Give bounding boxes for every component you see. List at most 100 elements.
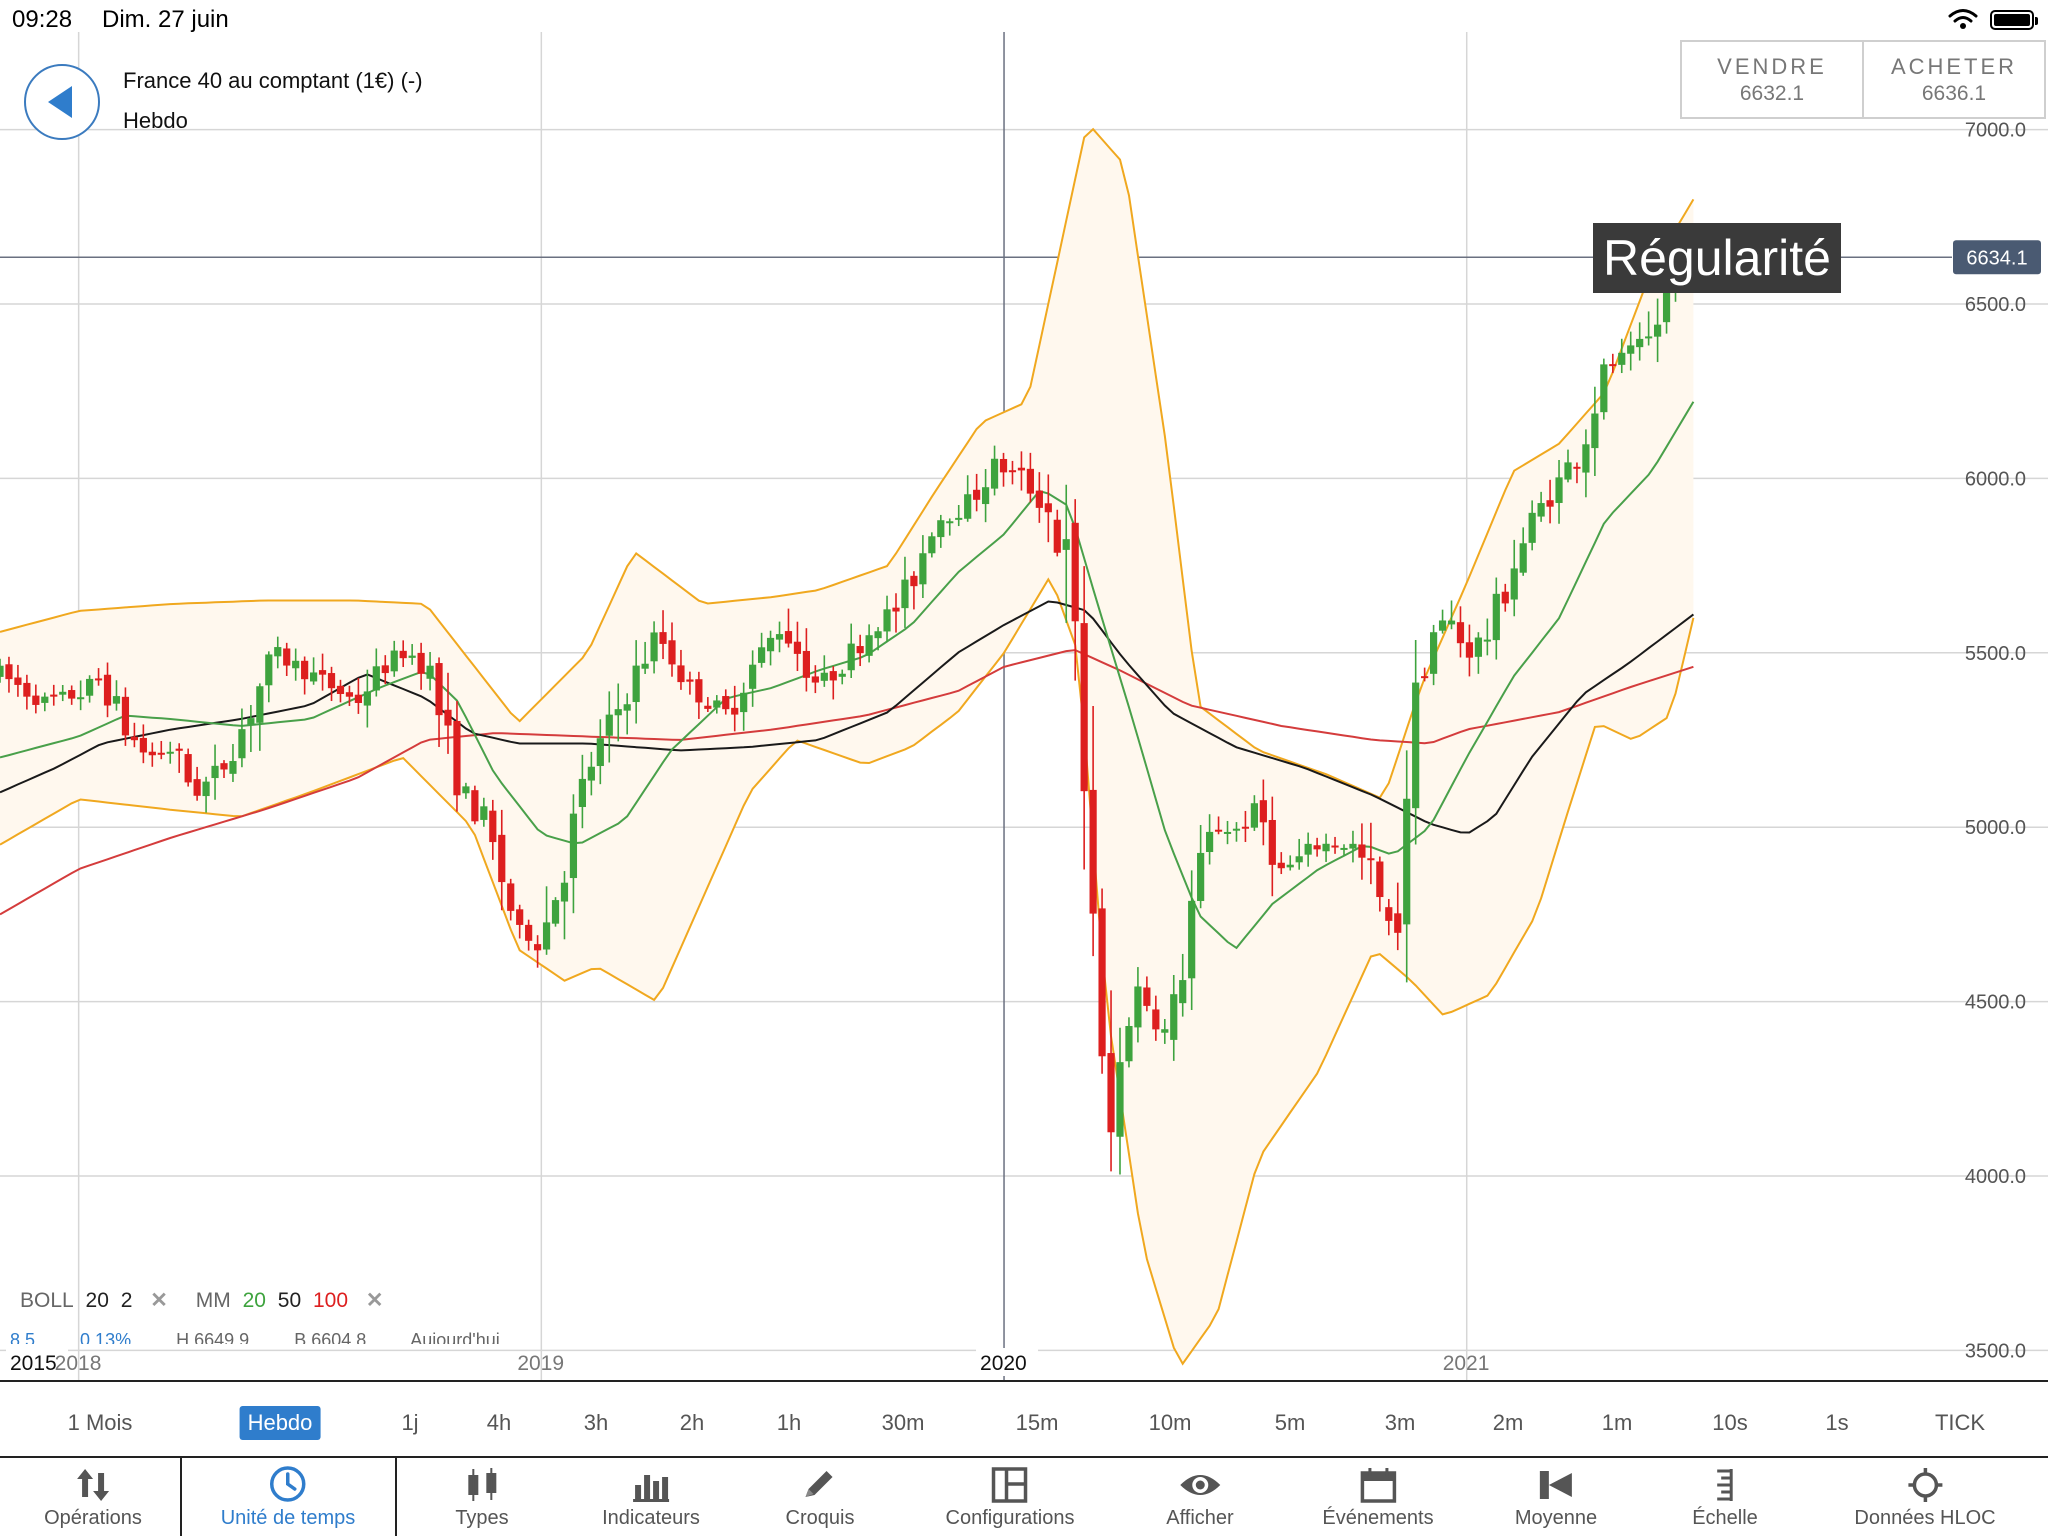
candle-body — [910, 575, 918, 587]
candle-body — [757, 647, 766, 663]
operations-icon — [77, 1469, 109, 1501]
time-unit-button[interactable]: Unité de temps — [220, 1458, 356, 1536]
candle-body — [1483, 639, 1491, 642]
time-unit-3m[interactable]: 3m — [1384, 1410, 1416, 1435]
y-tick-label: 3500.0 — [1965, 1340, 2026, 1362]
candle-body — [50, 694, 58, 697]
ohlc-button[interactable]: Données HLOC — [1854, 1458, 1996, 1536]
display-button[interactable]: Afficher — [1166, 1458, 1234, 1536]
candle-body — [1134, 986, 1142, 1028]
time-unit-label: Unité de temps — [220, 1507, 356, 1529]
remove-boll-icon[interactable]: ✕ — [150, 1289, 168, 1312]
candle-body — [462, 786, 470, 794]
events-button[interactable]: Événements — [1322, 1458, 1434, 1536]
candle-body — [892, 607, 900, 612]
candle-body — [1017, 467, 1026, 471]
candle-body — [551, 900, 560, 924]
time-unit-2m[interactable]: 2m — [1492, 1410, 1524, 1435]
candle-body — [560, 882, 569, 902]
candle-body — [623, 704, 631, 711]
candle-body — [417, 652, 425, 674]
candle-body — [766, 637, 775, 652]
candle-body — [901, 579, 909, 609]
scale-icon — [1716, 1469, 1733, 1501]
time-unit-1j[interactable]: 1j — [401, 1410, 419, 1435]
operations-label: Opérations — [44, 1507, 142, 1529]
candle-body — [1295, 856, 1303, 863]
candle-body — [883, 609, 891, 632]
candle-body — [1026, 468, 1034, 494]
candle-body — [1474, 637, 1482, 657]
candle-body — [1107, 1053, 1115, 1133]
candle-body — [1071, 522, 1079, 622]
back-button[interactable] — [24, 64, 100, 140]
candle-body — [112, 696, 121, 704]
indicators-button[interactable]: Indicateurs — [602, 1458, 700, 1536]
ma-label: MM — [195, 1289, 231, 1312]
candle-body — [525, 924, 533, 941]
candle-body — [1125, 1025, 1133, 1062]
clock-icon — [270, 1466, 306, 1502]
candle-body — [668, 640, 676, 665]
candle-body — [309, 672, 318, 682]
operations-button[interactable]: Opérations — [44, 1458, 142, 1536]
candle-body — [1609, 364, 1617, 367]
time-unit-1h[interactable]: 1h — [776, 1410, 802, 1435]
time-unit-10m[interactable]: 10m — [1148, 1410, 1192, 1435]
candle-body — [354, 694, 362, 703]
candle-body — [408, 655, 416, 658]
candle-body — [865, 635, 873, 656]
candle-body — [596, 738, 604, 767]
candle-body — [41, 696, 49, 703]
candle-body — [677, 665, 685, 683]
candle-body — [1591, 413, 1599, 449]
current-price-label: 6634.1 — [1966, 247, 2027, 269]
average-button[interactable]: Moyenne — [1515, 1458, 1597, 1536]
candle-body — [1492, 593, 1500, 641]
buy-button[interactable]: ACHETER 6636.1 — [1862, 42, 2044, 117]
price-chart[interactable]: 3500.0 4000.0 4500.0 5000.0 5500.0 6000.0 6500… — [0, 32, 2048, 1380]
candle-body — [1394, 913, 1402, 933]
candle-body — [1546, 500, 1554, 507]
candle-body — [1322, 843, 1330, 852]
time-unit-4h[interactable]: 4h — [486, 1410, 512, 1435]
time-unit-1-mois[interactable]: 1 Mois — [67, 1410, 133, 1435]
candle-body — [157, 752, 165, 755]
candle-body — [247, 718, 255, 725]
candle-body — [874, 631, 882, 639]
candle-body — [211, 765, 219, 779]
candle-body — [471, 790, 479, 822]
configurations-button[interactable]: Configurations — [945, 1458, 1075, 1536]
scale-button[interactable]: Échelle — [1692, 1458, 1758, 1536]
time-unit-hebdo[interactable]: Hebdo — [239, 1406, 321, 1440]
time-unit-30m[interactable]: 30m — [881, 1410, 925, 1435]
time-unit-1s[interactable]: 1s — [1825, 1410, 1849, 1435]
candle-body — [946, 521, 954, 524]
ma100-label: 100 — [312, 1289, 349, 1312]
candle-body — [1376, 861, 1384, 898]
candle-body — [327, 673, 336, 689]
time-unit-tick[interactable]: TICK — [1934, 1410, 1986, 1435]
candle-body — [1080, 623, 1088, 792]
configurations-label: Configurations — [945, 1507, 1075, 1529]
time-unit-1m[interactable]: 1m — [1601, 1410, 1633, 1435]
candle-body — [1618, 352, 1626, 365]
candle-body — [516, 909, 524, 925]
remove-ma-icon[interactable]: ✕ — [365, 1289, 384, 1312]
candle-body — [1232, 828, 1241, 831]
time-unit-3h[interactable]: 3h — [583, 1410, 609, 1435]
time-unit-5m[interactable]: 5m — [1274, 1410, 1306, 1435]
time-unit-2h[interactable]: 2h — [679, 1410, 705, 1435]
time-unit-15m[interactable]: 15m — [1015, 1410, 1059, 1435]
sell-button[interactable]: VENDRE 6632.1 — [1682, 42, 1862, 117]
types-button[interactable]: Types — [455, 1458, 509, 1536]
eye-icon — [1179, 1475, 1220, 1495]
candle-body — [686, 679, 694, 682]
time-unit-10s[interactable]: 10s — [1712, 1410, 1748, 1435]
candle-body — [121, 696, 130, 736]
sketch-button[interactable]: Croquis — [786, 1458, 854, 1536]
candle-body — [722, 696, 730, 710]
candle-body — [148, 751, 156, 756]
calendar-icon — [1360, 1468, 1396, 1503]
candle-body — [1501, 591, 1509, 604]
